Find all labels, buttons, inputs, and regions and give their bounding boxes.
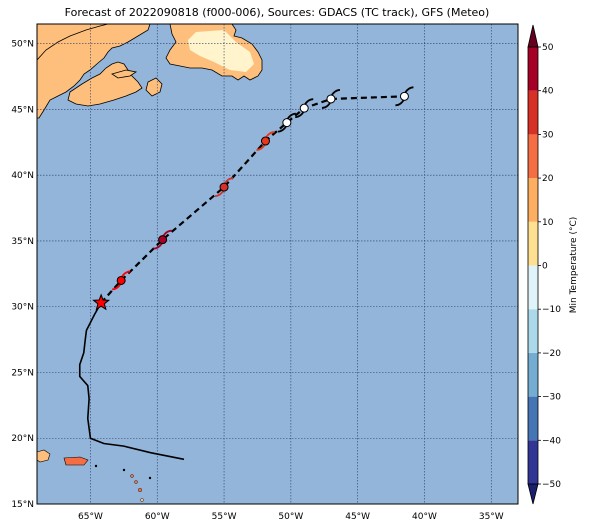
lat-tick-label: 20°N (11, 434, 34, 444)
land-islet (137, 488, 142, 493)
colorbar-extend-low (527, 483, 539, 505)
lon-tick-label: 50°W (278, 512, 303, 522)
hurricane-symbol-icon (112, 270, 131, 291)
current-position-star-icon (92, 293, 111, 311)
hurricane-symbol-icon (277, 112, 296, 133)
colorbar-tick-label: −20 (542, 349, 561, 359)
colorbar-tick-label: 30 (542, 130, 554, 140)
colorbar-tick-label: −30 (542, 393, 561, 403)
colorbar-tick-label: −50 (542, 480, 561, 490)
land-islet (148, 476, 152, 480)
colorbar-segment (528, 309, 538, 353)
colorbar: −50 −40 −30 −20 −10 0 10 20 30 40 50 (527, 24, 561, 505)
land-newfoundland-interior (188, 30, 254, 72)
lat-tick-label: 45°N (11, 105, 34, 115)
hurricane-symbol-icon (256, 131, 275, 151)
land-quebec-shore (37, 24, 109, 61)
map-frame (36, 23, 519, 505)
colorbar-tick-label: 20 (542, 174, 554, 184)
storm-track (78, 86, 414, 461)
lat-tick-label: 15°N (11, 500, 34, 510)
hurricane-symbol-icon (153, 229, 172, 250)
lon-tick-label: 65°W (78, 512, 103, 522)
colorbar-segment (528, 352, 538, 397)
lon-tick-label: 40°W (412, 512, 437, 522)
colorbar-tick-label: 50 (542, 43, 554, 53)
hurricane-symbol-icon (321, 89, 341, 109)
colorbar-tick-label: 40 (542, 87, 554, 97)
colorbar-tick-label: 0 (542, 262, 548, 272)
colorbar-segment (528, 178, 538, 222)
lat-tick-label: 25°N (11, 368, 34, 378)
axis-ticks: 50°N 45°N 40°N 35°N 30°N 25°N 20°N 15°N 65°W 60°W… (11, 40, 503, 522)
lon-tick-label: 45°W (345, 512, 370, 522)
hurricane-symbol-icon (214, 177, 234, 197)
lat-tick-label: 40°N (11, 171, 34, 181)
lon-tick-label: 35°W (479, 512, 504, 522)
colorbar-extend-high (527, 24, 539, 48)
land-islet (140, 498, 144, 502)
colorbar-segment (528, 265, 538, 310)
colorbar-tick-label: −40 (542, 436, 561, 446)
land-puerto-rico (63, 456, 89, 466)
past-track-line (78, 302, 185, 461)
colorbar-segment (528, 221, 538, 266)
colorbar-tick-label: 10 (542, 218, 554, 228)
land-islet (130, 474, 134, 478)
land-islet (94, 464, 98, 468)
lat-tick-label: 30°N (11, 303, 34, 313)
land-maritimes (37, 24, 151, 119)
land-islet (122, 468, 126, 472)
lat-tick-label: 35°N (11, 237, 34, 247)
hurricane-symbol-icon (395, 86, 414, 107)
lon-tick-label: 55°W (212, 512, 237, 522)
map-title: Forecast of 2022090818 (f000-006), Sourc… (64, 6, 490, 19)
land-layer (37, 24, 263, 502)
colorbar-segment (528, 47, 538, 91)
lat-tick-label: 50°N (11, 40, 34, 50)
ocean-area (37, 24, 518, 504)
colorbar-label: Min Temperature (°C) (569, 217, 579, 314)
colorbar-segment (528, 134, 538, 179)
land-islet (134, 480, 138, 484)
land-pei (111, 69, 138, 79)
colorbar-segment (528, 396, 538, 441)
gridlines (37, 24, 518, 504)
colorbar-tick-label: −10 (542, 305, 561, 315)
land-cape-breton (145, 77, 163, 97)
lon-tick-label: 60°W (145, 512, 170, 522)
colorbar-segment (528, 90, 538, 135)
land-hispaniola (37, 449, 51, 463)
hurricane-symbol-icon (295, 98, 314, 119)
colorbar-segment (528, 440, 538, 484)
